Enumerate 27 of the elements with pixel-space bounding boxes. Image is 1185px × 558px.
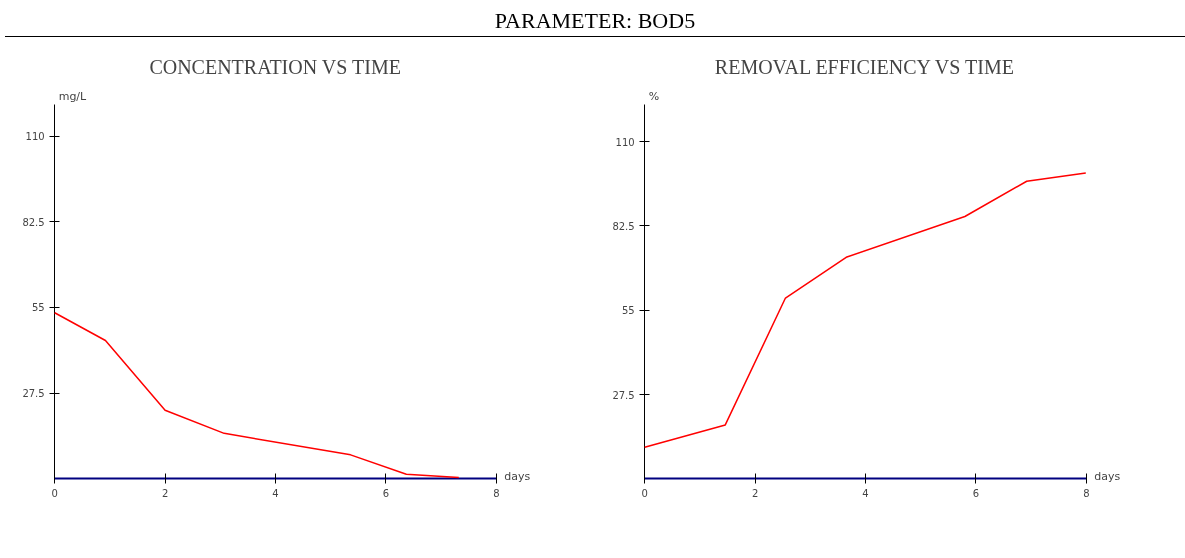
y-tick-label: 110: [615, 137, 635, 149]
y-tick-label: 110: [25, 131, 45, 143]
x-tick-label: 8: [1083, 488, 1090, 500]
x-axis-title: days: [1094, 470, 1121, 484]
x-tick-label: 6: [382, 488, 390, 500]
x-tick-label: 0: [51, 488, 58, 500]
y-axis-title: %: [648, 90, 660, 104]
line-series: [643, 172, 1087, 449]
x-tick-label: 2: [751, 488, 759, 500]
x-tick-label: 4: [272, 488, 279, 500]
x-tick-label: 6: [972, 488, 980, 500]
x-tick-label: 8: [493, 488, 500, 500]
y-tick-label: 55: [621, 305, 635, 317]
chart-title: CONCENTRATION VS TIME: [149, 55, 401, 78]
y-tick-label: 55: [31, 302, 45, 314]
x-tick-label: 2: [161, 488, 169, 500]
chart-title: REMOVAL EFFICIENCY VS TIME: [714, 55, 1014, 78]
y-axis-title: mg/L: [58, 90, 88, 104]
x-axis-title: days: [504, 470, 531, 484]
y-tick-label: 82.5: [612, 221, 635, 233]
line-series: [53, 312, 460, 479]
y-tick-label: 27.5: [612, 389, 635, 401]
y-tick-label: 27.5: [22, 388, 45, 400]
x-tick-label: 0: [641, 488, 648, 500]
x-tick-label: 4: [862, 488, 869, 500]
text: PARAMETER: BOD5: [494, 7, 696, 35]
y-tick-label: 82.5: [22, 217, 45, 229]
